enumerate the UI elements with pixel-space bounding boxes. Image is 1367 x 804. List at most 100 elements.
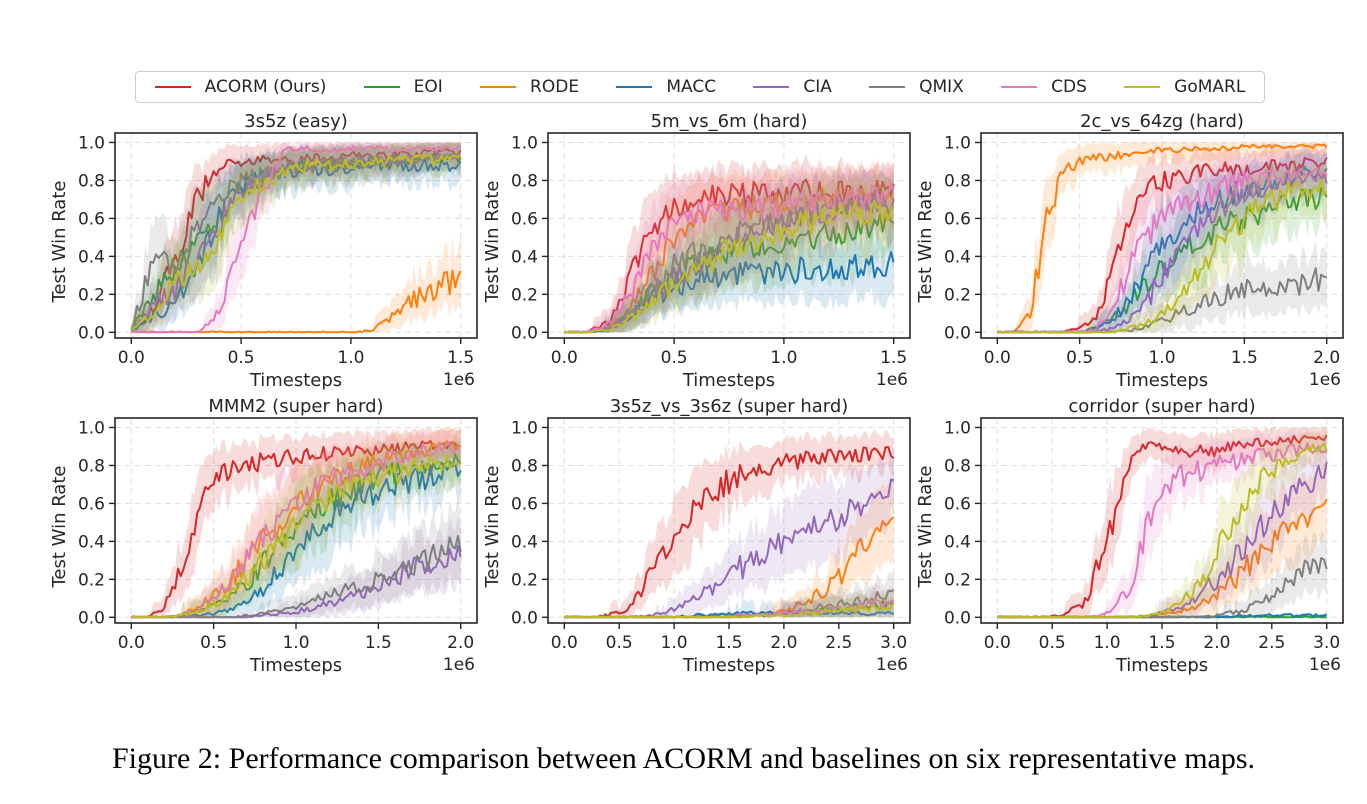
y-tick-label: 0.2: [78, 570, 105, 590]
x-tick-label: 2.0: [770, 633, 797, 653]
x-axis-label: Timesteps: [1115, 655, 1208, 676]
y-tick-label: 0.2: [511, 570, 538, 590]
y-tick-label: 0.4: [78, 532, 105, 552]
x-axis-multiplier: 1e6: [443, 370, 475, 390]
subplot: 0.0 0.2 0.4 0.6 0.8 1.0 0.0 0.5 1.0 1.5 2.0 2.5 3.0 c…: [915, 396, 1344, 676]
y-tick-label: 0.0: [78, 608, 105, 628]
x-tick-label: 0.5: [661, 348, 688, 368]
x-tick-label: 1.5: [447, 348, 474, 368]
series-band: [131, 142, 461, 333]
y-axis-label: Test Win Rate: [915, 181, 936, 304]
legend-swatch: [1124, 86, 1161, 88]
y-tick-label: 1.0: [944, 418, 971, 438]
x-tick-label: 1.5: [1231, 348, 1258, 368]
legend-swatch: [1001, 86, 1038, 88]
y-tick-label: 0.4: [511, 247, 538, 267]
series-band: [131, 142, 461, 333]
legend: ACORM (Ours) EOI RODE MACC CIA QMIX CDS GoMARL: [135, 71, 1265, 103]
series-band: [564, 572, 894, 618]
x-tick-label: 0.0: [551, 633, 578, 653]
series-band: [131, 142, 461, 333]
y-tick-label: 0.6: [944, 209, 971, 229]
series-band: [997, 146, 1327, 333]
series-band: [131, 427, 461, 618]
y-tick-label: 0.8: [511, 171, 538, 191]
y-tick-label: 0.8: [944, 171, 971, 191]
x-tick-label: 0.5: [606, 633, 633, 653]
x-tick-label: 2.0: [1203, 633, 1230, 653]
legend-swatch: [616, 86, 653, 88]
y-tick-label: 0.2: [78, 285, 105, 305]
series-line: [130, 152, 462, 331]
subplot-title: 2c_vs_64zg (hard): [1080, 111, 1244, 132]
series-band: [997, 437, 1327, 618]
legend-label: ACORM (Ours): [204, 77, 327, 97]
x-tick-label: 0.5: [200, 633, 227, 653]
x-tick-label: 2.5: [825, 633, 852, 653]
legend-label: RODE: [530, 77, 580, 97]
axes-frame: [114, 132, 478, 339]
subplot-title: corridor (super hard): [1068, 396, 1255, 417]
y-tick-label: 0.2: [944, 285, 971, 305]
series-band: [997, 427, 1327, 618]
legend-swatch: [869, 86, 906, 88]
legend-item: RODE: [480, 77, 579, 97]
legend-swatch: [363, 86, 400, 88]
series-band: [997, 157, 1327, 333]
series-line: [564, 199, 895, 334]
legend-swatch: [753, 86, 790, 88]
series-band: [131, 428, 461, 618]
subplot: 0.0 0.2 0.4 0.6 0.8 1.0 0.0 0.5 1.0 1.5 5m_vs_6m (…: [482, 111, 911, 391]
y-tick-label: 0.0: [511, 608, 538, 628]
series-band: [997, 161, 1327, 333]
y-tick-label: 0.6: [511, 494, 538, 514]
subplot-title: 3s5z (easy): [244, 111, 348, 132]
series-band: [997, 238, 1327, 333]
series-band: [131, 143, 461, 333]
x-tick-label: 0.0: [551, 348, 578, 368]
legend-label: EOI: [413, 77, 443, 97]
x-axis-multiplier: 1e6: [1309, 655, 1341, 675]
y-tick-label: 0.0: [511, 323, 538, 343]
y-tick-label: 1.0: [511, 418, 538, 438]
y-axis-label: Test Win Rate: [482, 181, 503, 304]
y-tick-label: 1.0: [78, 418, 105, 438]
y-axis-label: Test Win Rate: [915, 466, 936, 589]
x-tick-label: 1.0: [282, 633, 309, 653]
series-line: [997, 178, 1328, 334]
y-axis-label: Test Win Rate: [49, 181, 70, 304]
x-axis-multiplier: 1e6: [876, 655, 908, 675]
figure-caption: Figure 2: Performance comparison between…: [111, 742, 1256, 775]
series-band: [997, 142, 1327, 333]
series-band: [131, 427, 461, 618]
y-tick-label: 0.8: [78, 456, 105, 476]
y-tick-label: 0.2: [511, 285, 538, 305]
series-line: [563, 446, 895, 619]
x-tick-label: 2.0: [447, 633, 474, 653]
y-tick-label: 1.0: [511, 133, 538, 153]
x-axis-label: Timesteps: [249, 370, 342, 391]
legend-label: QMIX: [919, 77, 964, 97]
series-line: [130, 157, 462, 332]
x-tick-label: 1.0: [661, 633, 688, 653]
series-line: [131, 439, 462, 619]
x-tick-label: 3.0: [880, 633, 907, 653]
x-tick-label: 3.0: [1313, 633, 1340, 653]
x-axis-multiplier: 1e6: [1309, 370, 1341, 390]
series-line: [564, 178, 895, 334]
series-line: [131, 454, 461, 619]
series-line: [564, 181, 895, 334]
axes-frame: [547, 132, 911, 339]
series-line: [130, 153, 461, 332]
x-tick-label: 2.0: [1313, 348, 1340, 368]
x-axis-label: Timesteps: [682, 370, 775, 391]
series-line: [131, 145, 461, 334]
y-tick-label: 0.6: [511, 209, 538, 229]
x-tick-label: 0.0: [984, 633, 1011, 653]
y-tick-label: 0.4: [944, 532, 971, 552]
series-band: [564, 582, 894, 618]
subplot: 0.0 0.2 0.4 0.6 0.8 1.0 0.0 0.5 1.0 1.5 2.0 MMM2 (s…: [49, 396, 478, 676]
x-tick-label: 2.5: [1258, 633, 1285, 653]
legend-item: QMIX: [869, 77, 964, 97]
